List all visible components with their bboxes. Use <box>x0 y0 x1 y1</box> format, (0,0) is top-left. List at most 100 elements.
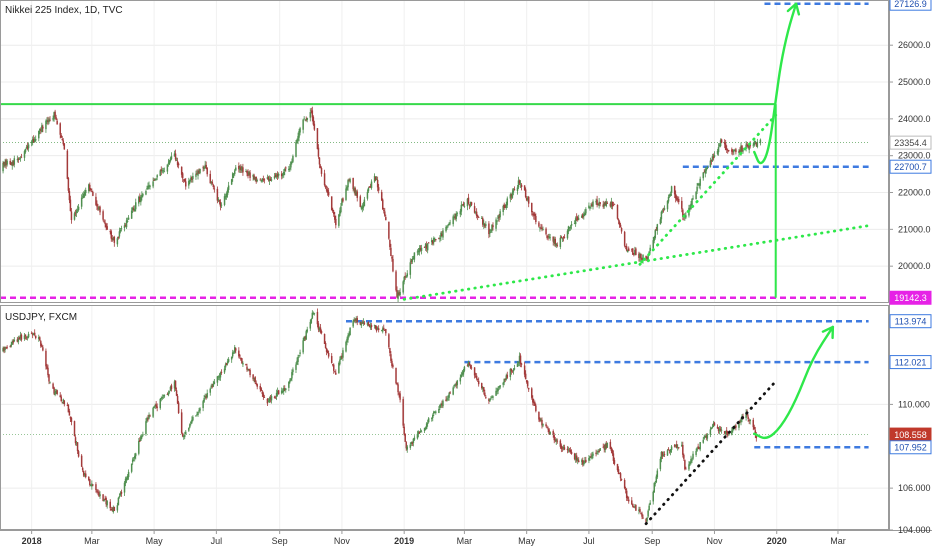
nikkei-candle-body <box>203 166 205 170</box>
usdjpy-candle-body <box>180 412 183 433</box>
usdjpy-candle-body <box>34 335 37 339</box>
usdjpy-candle-body <box>285 388 287 391</box>
usdjpy-candle-body <box>130 463 133 472</box>
usdjpy-candle-body <box>540 419 542 421</box>
nikkei-candle-body <box>647 254 649 260</box>
xtick-label: Jul <box>211 536 223 546</box>
usdjpy-candle-body <box>645 518 647 523</box>
nikkei-price-tag <box>889 135 932 150</box>
nikkei-candle-body <box>561 238 564 240</box>
usdjpy-candle-body <box>198 410 200 412</box>
nikkei-candle-body <box>199 168 201 173</box>
usdjpy-candle-body <box>604 444 607 450</box>
usdjpy-price-tag-label: 113.974 <box>895 316 927 326</box>
nikkei-candle-body <box>619 224 622 228</box>
usdjpy-candle-body <box>260 388 263 391</box>
nikkei-candle-body <box>223 196 226 205</box>
usdjpy-candle-body <box>326 350 329 354</box>
usdjpy-candle-body <box>705 435 708 438</box>
nikkei-candle-body <box>392 258 394 272</box>
usdjpy-candle-body <box>174 380 177 390</box>
nikkei-candle-body <box>555 243 558 246</box>
usdjpy-candle-body <box>646 517 648 522</box>
nikkei-candle-body <box>218 200 221 202</box>
usdjpy-candle-body <box>468 363 471 366</box>
usdjpy-candle-body <box>120 491 123 494</box>
usdjpy-candle-body <box>352 320 354 327</box>
usdjpy-candle-body <box>235 348 237 351</box>
usdjpy-candle-body <box>183 434 186 437</box>
usdjpy-candle-body <box>231 352 234 357</box>
nikkei-candle-body <box>649 247 651 252</box>
usdjpy-candle-body <box>747 416 749 419</box>
nikkei-candle-body <box>495 219 497 229</box>
nikkei-candle-body <box>189 179 191 182</box>
usdjpy-candle-body <box>512 369 515 372</box>
nikkei-candle-body <box>599 202 601 205</box>
nikkei-candle-body <box>497 215 499 220</box>
nikkei-candle-body <box>48 119 50 123</box>
usdjpy-candle-body <box>226 361 229 364</box>
usdjpy-grid <box>0 403 889 531</box>
usdjpy-candle-body <box>252 374 254 380</box>
nikkei-candle-body <box>662 210 665 212</box>
nikkei-candle-body <box>267 177 270 180</box>
nikkei-candle-body <box>240 166 242 171</box>
nikkei-candle-body <box>160 169 163 172</box>
nikkei-pane-title: Nikkei 225 Index, 1D, TVC <box>5 5 123 16</box>
nikkei-candle-body <box>331 209 334 212</box>
nikkei-candle-body <box>703 171 706 173</box>
usdjpy-projection-arrowhead <box>821 325 835 340</box>
nikkei-candle-body <box>295 142 297 157</box>
nikkei-candle-body <box>31 138 34 143</box>
nikkei-candle-body <box>476 215 479 218</box>
nikkei-candle-body <box>304 119 306 121</box>
usdjpy-candle-body <box>60 396 62 402</box>
nikkei-candle-body <box>212 184 215 187</box>
nikkei-candle-body <box>110 231 113 239</box>
usdjpy-candle-body <box>168 391 171 393</box>
usdjpy-candle-body <box>454 384 456 385</box>
usdjpy-candle-body <box>710 427 713 430</box>
usdjpy-candle-body <box>153 406 155 409</box>
nikkei-candle-body <box>10 163 12 166</box>
usdjpy-candle-body <box>406 446 408 450</box>
nikkei-candle-body <box>246 170 248 174</box>
nikkei-candle-body <box>532 213 534 215</box>
nikkei-candle-body <box>447 224 449 226</box>
nikkei-candle-body <box>427 242 430 244</box>
usdjpy-candle-body <box>433 411 435 414</box>
nikkei-candle-body <box>376 179 379 188</box>
usdjpy-candle-body <box>206 392 208 398</box>
usdjpy-candle-body <box>84 473 87 478</box>
nikkei-candle-body <box>73 213 76 220</box>
usdjpy-candle-body <box>591 455 593 459</box>
usdjpy-candle-body <box>738 421 740 428</box>
usdjpy-candle-body <box>54 392 56 395</box>
usdjpy-candle-body <box>684 460 686 470</box>
nikkei-candle-body <box>735 149 737 153</box>
usdjpy-candle-body <box>626 497 629 499</box>
nikkei-candle-body <box>511 192 514 198</box>
usdjpy-candle-body <box>311 312 314 319</box>
nikkei-candle-body <box>133 209 136 212</box>
usdjpy-candle-body <box>234 347 236 353</box>
time-scale[interactable] <box>0 530 932 550</box>
usdjpy-candle-body <box>139 440 141 442</box>
usdjpy-candle-body <box>126 475 129 479</box>
nikkei-candle-body <box>59 123 61 135</box>
usdjpy-candle-body <box>83 474 86 476</box>
usdjpy-candle-body <box>81 467 84 471</box>
nikkei-candle-body <box>592 201 594 207</box>
nikkei-candle-body <box>348 180 350 182</box>
usdjpy-candle-body <box>681 444 683 447</box>
nikkei-candle-body <box>734 150 736 152</box>
usdjpy-candle-body <box>298 354 300 356</box>
usdjpy-candle-body <box>660 451 663 460</box>
usdjpy-candle-body <box>640 512 642 514</box>
nikkei-candle-body <box>169 158 172 162</box>
nikkei-candle-body <box>384 211 386 216</box>
nikkei-candle-body <box>682 209 684 218</box>
nikkei-candle-body <box>635 248 637 255</box>
usdjpy-candle-body <box>483 387 485 392</box>
